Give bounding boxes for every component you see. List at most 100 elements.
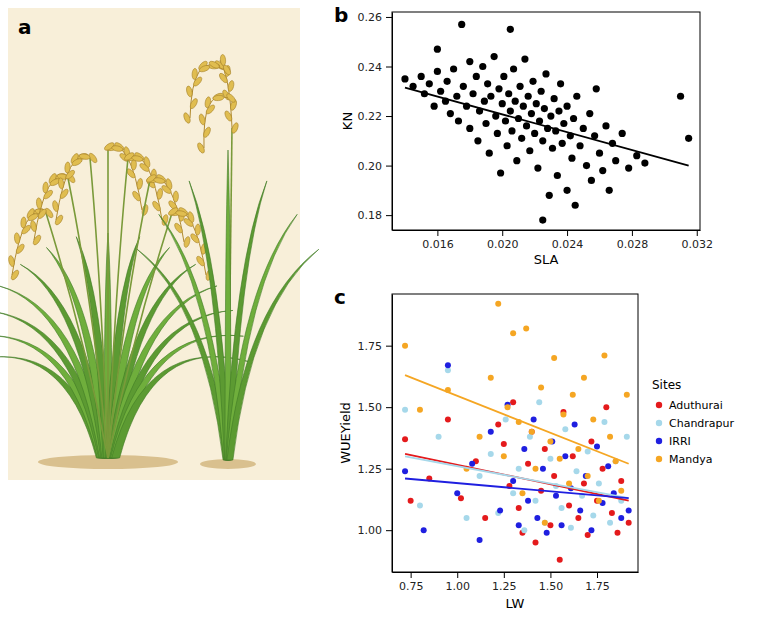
point (510, 65, 517, 72)
point (426, 80, 433, 87)
stem (108, 213, 172, 458)
y-tick-mark (386, 469, 392, 470)
point (581, 480, 587, 486)
point (625, 164, 632, 171)
x-tick-mark (504, 572, 505, 578)
point (529, 429, 535, 435)
point (516, 466, 522, 472)
point (479, 63, 486, 70)
x-tick: 0.75 (399, 572, 424, 593)
x-tick-label: 0.020 (487, 238, 519, 251)
point (624, 392, 630, 398)
y-tick: 1.75 (358, 340, 393, 353)
grain (131, 190, 142, 202)
point (499, 100, 506, 107)
point (573, 93, 580, 100)
point (431, 103, 438, 110)
plot-frame (392, 12, 700, 230)
grain (8, 255, 16, 267)
point (502, 117, 509, 124)
grain (10, 269, 20, 281)
point (534, 515, 540, 521)
point (534, 164, 541, 171)
y-axis-title: KN (340, 112, 355, 130)
fit-line (405, 88, 689, 166)
point (474, 137, 481, 144)
y-tick-mark (386, 116, 392, 117)
point (501, 453, 507, 459)
illustration-background (8, 8, 300, 480)
x-tick: 1.25 (492, 572, 517, 593)
point (612, 157, 619, 164)
point (568, 155, 575, 162)
y-tick-label: 0.22 (358, 110, 383, 123)
stem (46, 213, 108, 458)
point (590, 416, 596, 422)
point-group (401, 21, 692, 224)
point (583, 162, 590, 169)
point (596, 498, 602, 504)
point (487, 93, 494, 100)
point (594, 444, 600, 450)
grain (222, 64, 232, 76)
point (553, 493, 559, 499)
panel-letter: b (334, 3, 348, 27)
grain (208, 60, 220, 70)
point (607, 520, 613, 526)
point (551, 355, 557, 361)
point (562, 426, 568, 432)
point (599, 167, 606, 174)
y-tick-mark (386, 67, 392, 68)
point (402, 468, 408, 474)
point (576, 142, 583, 149)
grain (195, 224, 201, 235)
point-group (402, 301, 630, 526)
y-tick: 0.18 (358, 209, 393, 222)
point (523, 325, 529, 331)
point (458, 21, 465, 28)
point (460, 83, 467, 90)
point (408, 498, 414, 504)
point (542, 446, 548, 452)
y-tick-mark (386, 407, 392, 408)
point (560, 412, 566, 418)
grain (161, 184, 173, 195)
point (624, 434, 630, 440)
point (402, 343, 408, 349)
x-tick-mark (411, 572, 412, 578)
legend-title: Sites (652, 378, 681, 392)
grain (225, 92, 236, 103)
point (601, 353, 607, 359)
point-group (402, 367, 630, 533)
grain (213, 95, 224, 101)
point (593, 85, 600, 92)
x-tick-label: 0.75 (399, 580, 424, 593)
grain (52, 200, 60, 212)
grain (173, 191, 179, 202)
point (572, 421, 578, 427)
grain (42, 189, 54, 200)
point (469, 461, 475, 467)
point (547, 522, 553, 528)
y-tick: 0.24 (358, 61, 393, 74)
point (557, 80, 564, 87)
point (539, 216, 546, 223)
point (538, 384, 544, 390)
point (590, 512, 596, 518)
point (477, 473, 483, 479)
grain (139, 162, 151, 173)
grain (231, 122, 240, 134)
point (444, 78, 451, 85)
point (562, 453, 568, 459)
point (417, 503, 423, 509)
point (609, 510, 615, 516)
y-tick: 0.20 (358, 160, 393, 173)
panel-letter: c (334, 285, 346, 309)
point (528, 110, 535, 117)
point (536, 399, 542, 405)
point (505, 90, 512, 97)
grain (64, 169, 76, 180)
x-axis-title: SLA (534, 252, 559, 267)
x-axis-title: LW (506, 596, 525, 611)
legend: SitesAduthuraiChandrapurIRRIMandya (652, 378, 735, 466)
